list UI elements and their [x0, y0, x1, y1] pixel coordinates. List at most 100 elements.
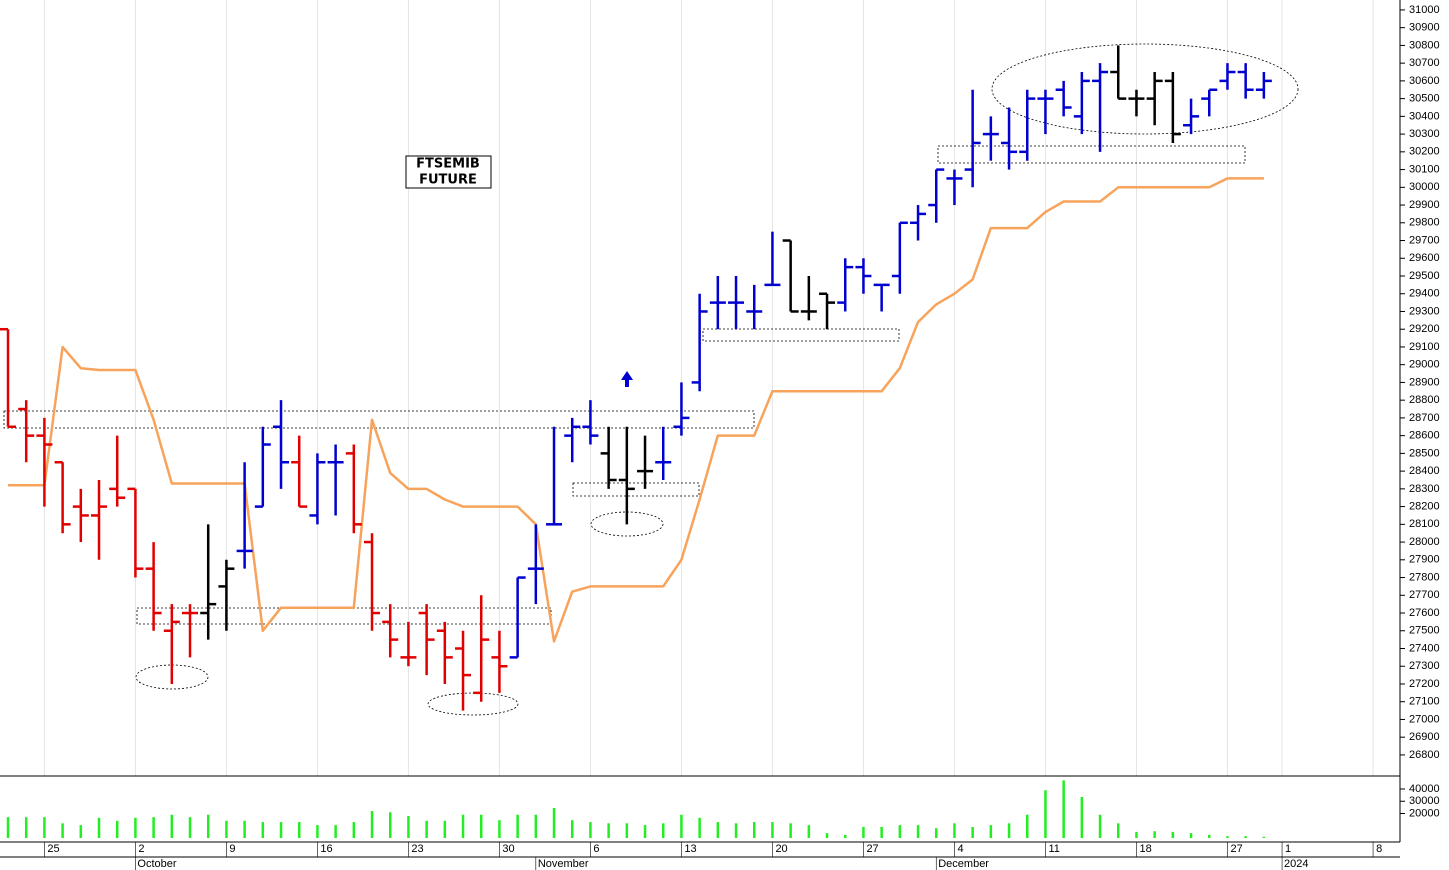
ohlc-bar	[618, 426, 635, 525]
zone	[572, 482, 700, 497]
x-tick-label: 16	[320, 843, 332, 855]
x-tick-label: 20	[775, 843, 787, 855]
y-tick-label: 30400	[1409, 110, 1440, 122]
ohlc-bar	[527, 524, 544, 605]
ohlc-bar	[764, 231, 781, 287]
ohlc-bar	[1092, 63, 1109, 152]
ohlc-bar	[509, 576, 526, 659]
ohlc-bar	[1146, 72, 1163, 126]
ellipse	[991, 43, 1299, 135]
ohlc-bar	[964, 89, 981, 188]
ohlc-bar	[0, 327, 17, 429]
y-tick-label: 29700	[1409, 234, 1440, 246]
ohlc-bar	[400, 621, 417, 667]
x-tick-label: 4	[957, 843, 963, 855]
y-tick-label: 27900	[1409, 554, 1440, 566]
ohlc-bar	[236, 462, 253, 569]
y-tick-label: 28500	[1409, 447, 1440, 459]
zone	[3, 410, 755, 429]
y-tick-label: 30800	[1409, 39, 1440, 51]
ohlc-bar	[546, 426, 563, 526]
ohlc-bar	[728, 276, 745, 330]
y-tick-label: 30300	[1409, 128, 1440, 140]
ohlc-bar	[273, 400, 290, 489]
y-tick-label: 29100	[1409, 341, 1440, 353]
title-box	[405, 155, 492, 189]
month-label: 2024	[1284, 858, 1308, 870]
ohlc-bar	[218, 559, 235, 631]
x-tick-label: 9	[229, 843, 235, 855]
ohlc-bar	[309, 453, 326, 525]
ohlc-bar	[127, 487, 144, 578]
y-tick-label: 30200	[1409, 146, 1440, 158]
y-tick-label: 30100	[1409, 163, 1440, 175]
ohlc-bar	[837, 258, 854, 312]
y-tick-label: 27300	[1409, 660, 1440, 672]
y-tick-label: 30600	[1409, 75, 1440, 87]
ohlc-bar	[36, 417, 53, 507]
x-tick-label: 1	[1285, 843, 1291, 855]
y-tick-label: 29300	[1409, 305, 1440, 317]
ohlc-bar	[564, 417, 581, 463]
zone	[937, 145, 1246, 164]
ohlc-bar	[1183, 98, 1200, 135]
x-tick-label: 25	[47, 843, 59, 855]
ohlc-bar	[200, 524, 217, 640]
ohlc-bar	[254, 426, 271, 508]
ohlc-bar	[109, 435, 126, 507]
ohlc-bar	[182, 604, 199, 658]
y-tick-label: 28900	[1409, 376, 1440, 388]
ohlc-bar	[91, 479, 108, 560]
month-label: October	[137, 858, 176, 870]
y-tick-label: 29200	[1409, 323, 1440, 335]
y-tick-label: 27700	[1409, 589, 1440, 601]
zone	[702, 328, 900, 342]
y-tick-label: 29800	[1409, 217, 1440, 229]
ohlc-bar	[1219, 63, 1236, 90]
ohlc-bar	[709, 276, 726, 330]
ellipse	[427, 692, 519, 716]
ohlc-bar	[655, 426, 672, 480]
x-tick-label: 27	[866, 843, 878, 855]
y-tick-label: 31000	[1409, 4, 1440, 16]
y-tick-label: 40000	[1409, 783, 1440, 795]
y-tick-label: 28400	[1409, 465, 1440, 477]
y-tick-label: 27600	[1409, 607, 1440, 619]
ohlc-bar	[673, 382, 690, 436]
y-tick-label: 26800	[1409, 749, 1440, 761]
y-tick-label: 28100	[1409, 518, 1440, 530]
ohlc-bar	[691, 293, 708, 392]
ohlc-bar	[982, 116, 999, 161]
ohlc-bar	[473, 595, 490, 702]
month-label: November	[538, 858, 589, 870]
ohlc-bar	[1237, 63, 1254, 99]
y-tick-label: 29400	[1409, 288, 1440, 300]
chart-title: FTSEMIB	[416, 157, 480, 172]
y-tick-label: 29900	[1409, 199, 1440, 211]
ohlc-bar	[382, 604, 399, 658]
y-tick-label: 28800	[1409, 394, 1440, 406]
ohlc-bar	[1128, 89, 1145, 117]
y-tick-label: 30000	[1409, 795, 1440, 807]
ohlc-bar	[819, 292, 836, 330]
x-tick-label: 23	[411, 843, 423, 855]
ohlc-bar	[1073, 72, 1090, 135]
y-tick-label: 29500	[1409, 270, 1440, 282]
ohlc-bar	[1055, 80, 1072, 117]
grid	[43, 0, 1374, 776]
y-tick-label: 27500	[1409, 625, 1440, 637]
ohlc-bar	[637, 435, 654, 489]
ohlc-bar	[800, 276, 817, 321]
ohlc-bar	[455, 630, 472, 711]
arrow	[621, 371, 633, 387]
y-tick-label: 29600	[1409, 252, 1440, 264]
ohlc-bar	[1110, 45, 1127, 100]
ohlc-bar	[1255, 72, 1272, 99]
ohlc-bar	[1201, 88, 1218, 117]
ohlc-bar	[582, 400, 599, 445]
y-tick-label: 30000	[1409, 181, 1440, 193]
y-tick-label: 30500	[1409, 93, 1440, 105]
y-tick-label: 28700	[1409, 412, 1440, 424]
y-tick-label: 30900	[1409, 22, 1440, 34]
